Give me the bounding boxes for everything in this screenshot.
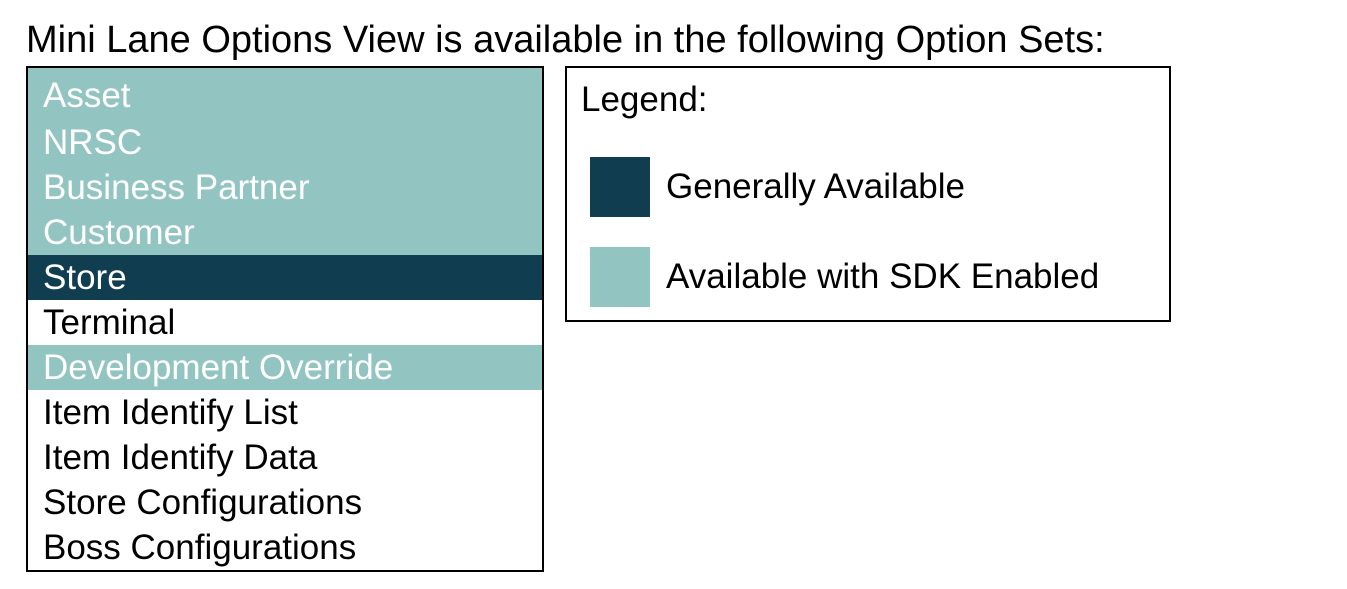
option-set-list: Asset NRSC Business Partner Customer Sto…: [26, 66, 544, 572]
legend-swatch-sdk-enabled: [590, 247, 650, 307]
legend-title: Legend:: [581, 80, 708, 119]
option-set-item-item-identify-data: Item Identify Data: [28, 435, 542, 480]
option-set-item-store: Store: [28, 255, 542, 300]
option-set-item-boss-configurations: Boss Configurations: [28, 525, 542, 570]
legend-swatch-generally-available: [590, 157, 650, 217]
option-set-item-nrsc: NRSC: [28, 120, 542, 165]
option-set-item-terminal: Terminal: [28, 300, 542, 345]
option-set-item-business-partner: Business Partner: [28, 165, 542, 210]
option-set-item-item-identify-list: Item Identify List: [28, 390, 542, 435]
option-set-item-customer: Customer: [28, 210, 542, 255]
legend-label-generally-available: Generally Available: [666, 167, 965, 206]
legend-label-sdk-enabled: Available with SDK Enabled: [666, 257, 1100, 296]
page-title: Mini Lane Options View is available in t…: [26, 19, 1105, 61]
option-set-item-asset: Asset: [28, 68, 542, 120]
legend-item-generally-available: Generally Available: [590, 157, 965, 217]
legend-box: Legend: Generally Available Available wi…: [565, 66, 1171, 322]
option-set-item-store-configurations: Store Configurations: [28, 480, 542, 525]
legend-item-sdk-enabled: Available with SDK Enabled: [590, 247, 1099, 307]
option-set-item-development-override: Development Override: [28, 345, 542, 390]
